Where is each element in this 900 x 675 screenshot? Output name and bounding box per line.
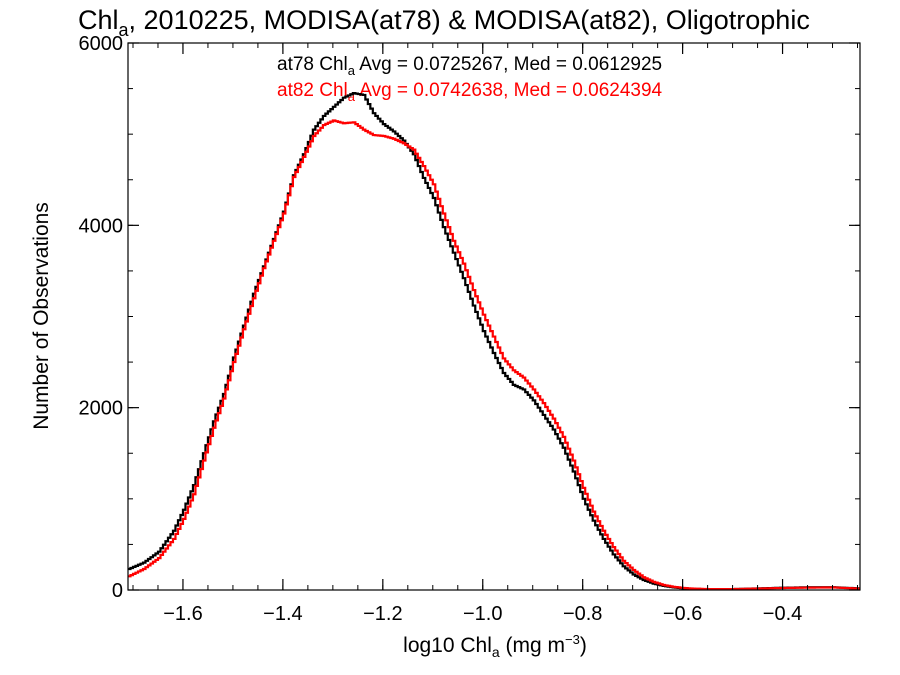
x-tick-label: −1.0 (463, 603, 502, 625)
y-tick-label: 6000 (79, 33, 124, 55)
y-tick-label: 2000 (79, 398, 124, 420)
chart-title: Chla, 2010225, MODISA(at78) & MODISA(at8… (78, 5, 810, 40)
x-tick-label: −0.6 (663, 603, 702, 625)
x-axis-label: log10 Chla (mg m−3) (403, 632, 587, 660)
series-layer (128, 92, 860, 591)
x-tick-label: −1.6 (163, 603, 202, 625)
x-tick-label: −0.4 (763, 603, 802, 625)
plot-frame (127, 42, 861, 591)
legend-entry-at78: at78 Chla Avg = 0.0725267, Med = 0.06129… (277, 54, 662, 78)
x-tick-label: −1.4 (263, 603, 302, 625)
y-axis-label: Number of Observations (30, 202, 53, 430)
legend-entry-at82: at82 Chla Avg = 0.0742638, Med = 0.06243… (277, 80, 663, 104)
y-tick-label: 4000 (79, 215, 124, 237)
y-tick-label: 0 (112, 580, 123, 602)
x-tick-label: −0.8 (563, 603, 602, 625)
axis-ticks: −1.6 −1.4 −1.2 −1.0 −0.8 −0.6 −0.4 0 2000 4000 600… (79, 33, 860, 625)
x-tick-label: −1.2 (363, 603, 402, 625)
series-line-at82 (128, 119, 860, 591)
